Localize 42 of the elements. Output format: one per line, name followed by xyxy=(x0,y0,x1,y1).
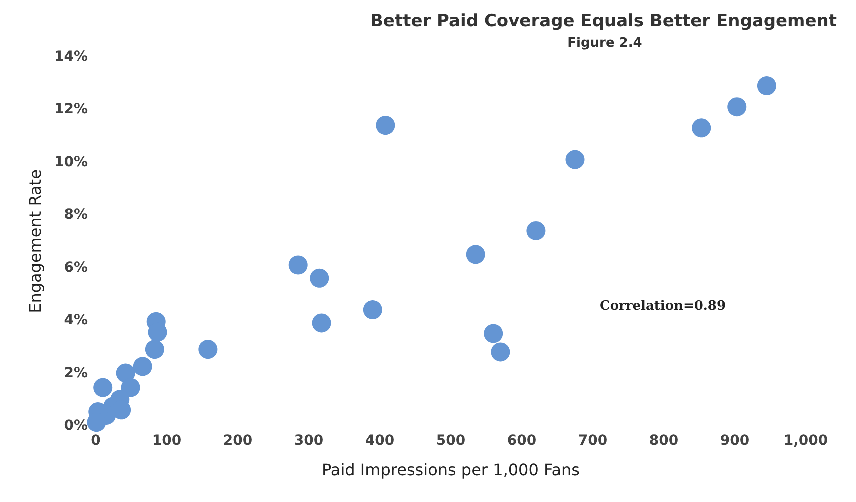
y-tick-label: 4% xyxy=(64,312,88,329)
chart-subtitle: Figure 2.4 xyxy=(568,36,642,51)
point xyxy=(363,300,382,320)
point xyxy=(692,118,712,138)
chart-title: Better Paid Coverage Equals Better Engagement xyxy=(370,12,838,32)
y-tick-label: 2% xyxy=(64,365,88,382)
point xyxy=(288,256,308,275)
annotation: Correlation=0.89 xyxy=(600,299,726,314)
point xyxy=(121,378,140,398)
point xyxy=(376,116,396,136)
point xyxy=(133,357,152,376)
y-tick-label: 6% xyxy=(64,260,88,276)
y-tick-label: 0% xyxy=(64,418,88,434)
point xyxy=(757,76,776,96)
y-tick-label: 14% xyxy=(54,49,88,65)
y-tick-label: 10% xyxy=(54,154,88,170)
point xyxy=(198,340,218,360)
point xyxy=(466,245,486,264)
point xyxy=(94,378,113,398)
x-tick-label: 200 xyxy=(223,433,253,449)
x-tick-label: 0 xyxy=(91,433,102,449)
x-tick-label: 400 xyxy=(365,433,395,449)
y-tick-label: 8% xyxy=(64,207,88,224)
point xyxy=(312,314,332,333)
y-tick-label: 12% xyxy=(54,102,88,118)
x-tick-label: 300 xyxy=(294,433,324,449)
x-tick-label: 700 xyxy=(578,433,608,449)
x-axis-title: Paid Impressions per 1,000 Fans xyxy=(322,460,580,480)
point xyxy=(526,221,546,240)
x-tick-label: 100 xyxy=(152,433,182,449)
x-tick-label: 900 xyxy=(720,433,750,449)
y-axis-title: Engagement Rate xyxy=(26,170,46,314)
x-tick-label: 1,000 xyxy=(784,433,828,449)
point xyxy=(491,342,510,362)
point xyxy=(310,268,330,288)
x-tick-label: 600 xyxy=(507,433,537,449)
point xyxy=(728,98,747,117)
point xyxy=(484,324,504,344)
x-tick-label: 800 xyxy=(649,433,679,449)
point xyxy=(145,340,164,360)
x-tick-label: 500 xyxy=(436,433,466,449)
point xyxy=(566,150,585,170)
